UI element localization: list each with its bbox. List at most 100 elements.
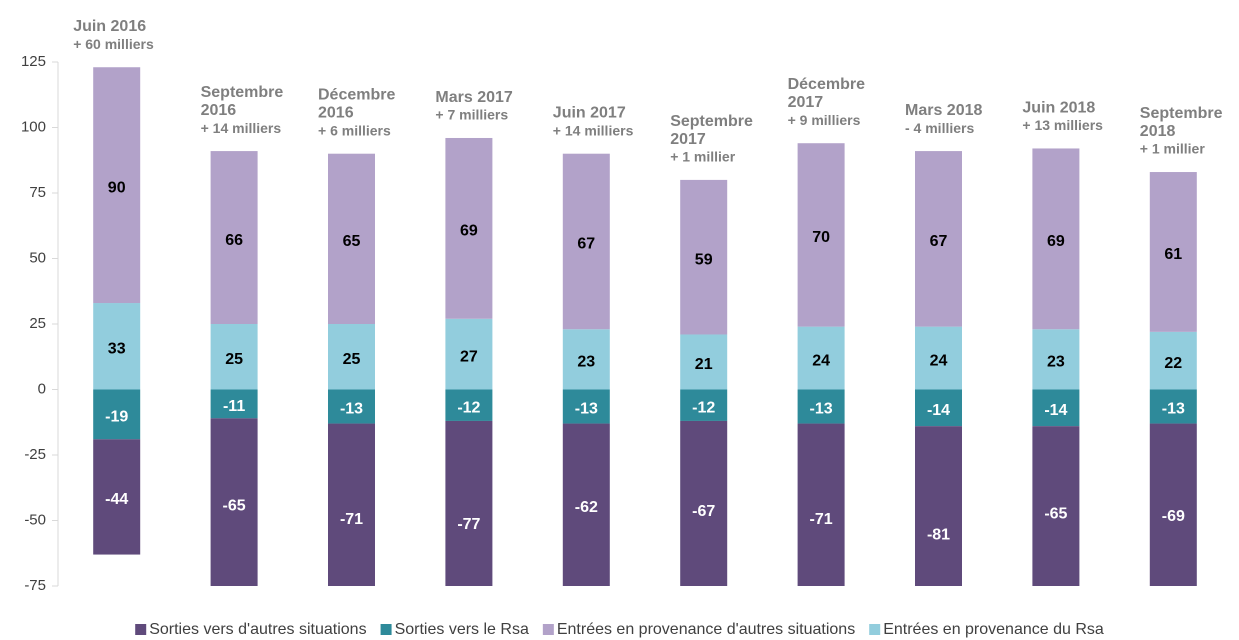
data-label: 23 <box>577 354 595 371</box>
bar-segment <box>210 389 258 419</box>
bar-segment <box>562 329 610 390</box>
bar-segment <box>445 137 493 319</box>
data-label: -44 <box>105 491 128 508</box>
legend-swatch <box>380 624 392 635</box>
bar-segment <box>915 426 962 586</box>
data-label: -62 <box>575 499 598 516</box>
annotation: + 14 milliers <box>553 122 634 138</box>
category-label: Juin 2016 <box>73 18 146 35</box>
bar-segment <box>210 324 258 390</box>
data-label: 70 <box>812 229 830 246</box>
y-tick-label: 125 <box>21 53 46 70</box>
bar-segment <box>915 151 962 327</box>
data-label: -13 <box>575 401 598 418</box>
data-label: -13 <box>1162 401 1185 418</box>
bar-segment <box>797 423 845 586</box>
bar-segment <box>680 179 728 335</box>
y-tick-label: -75 <box>24 577 46 594</box>
category-label: Juin 2018 <box>1022 100 1095 117</box>
data-label: -11 <box>223 398 245 415</box>
bar-segment <box>797 326 845 390</box>
bar-segment <box>1032 426 1080 586</box>
data-label: -71 <box>810 511 833 528</box>
y-tick-label: 100 <box>21 118 46 135</box>
data-label: 24 <box>930 352 948 369</box>
category-label: Septembre 2017 <box>670 113 753 148</box>
legend-label: Sorties vers d'autres situations <box>149 621 366 638</box>
annotation: + 7 milliers <box>435 107 508 123</box>
bar-segment <box>680 334 728 390</box>
bar-segment <box>328 423 375 586</box>
bar-segment <box>1032 329 1080 390</box>
bar-segment <box>1032 389 1080 427</box>
bar-segment <box>562 389 610 424</box>
data-label: -81 <box>927 527 950 544</box>
bar-segment <box>1149 172 1197 332</box>
annotation: + 1 millier <box>670 149 736 165</box>
data-label: 24 <box>812 352 830 369</box>
bar-segment <box>797 143 845 327</box>
bar-segment <box>562 153 610 330</box>
data-label: -65 <box>223 498 246 515</box>
bar-segment <box>445 420 493 586</box>
data-label: 22 <box>1164 355 1182 372</box>
data-label: 25 <box>225 351 243 368</box>
bar-segment <box>1032 148 1080 330</box>
category-label: Mars 2018 <box>905 102 982 119</box>
y-tick-label: -25 <box>24 446 46 463</box>
bar-segment <box>915 326 962 390</box>
annotation: + 9 milliers <box>788 112 861 128</box>
data-label: -19 <box>105 409 128 426</box>
category-label: Septembre 2016 <box>201 84 284 119</box>
legend-swatch <box>542 624 554 635</box>
y-tick-label: 25 <box>29 315 46 332</box>
bar-segment <box>93 389 141 440</box>
data-label: 25 <box>343 351 361 368</box>
bar-segment <box>915 389 962 427</box>
legend-label: Sorties vers le Rsa <box>395 621 529 638</box>
bar-segment <box>680 420 728 586</box>
legend-label: Entrées en provenance du Rsa <box>883 621 1104 638</box>
legend-swatch <box>135 624 147 635</box>
bar-segment <box>1149 331 1197 390</box>
bar-segment <box>328 389 375 424</box>
data-label: 59 <box>695 251 713 268</box>
data-label: 90 <box>108 179 126 196</box>
y-tick-label: 75 <box>29 184 46 201</box>
data-label: 69 <box>460 223 478 240</box>
data-label: 21 <box>695 356 713 373</box>
category-label: Décembre 2017 <box>788 76 865 111</box>
data-label: 65 <box>343 233 361 250</box>
data-label: -67 <box>692 503 715 520</box>
bar-segment <box>1149 389 1197 424</box>
data-label: -14 <box>1044 402 1067 419</box>
y-tick-label: 50 <box>29 249 46 266</box>
bar-segment <box>210 151 258 324</box>
data-label: -69 <box>1162 508 1185 525</box>
data-label: -12 <box>457 399 480 416</box>
data-label: 23 <box>1047 354 1065 371</box>
y-tick-label: -50 <box>24 511 46 528</box>
annotation: + 60 milliers <box>73 36 154 52</box>
annotation: - 4 milliers <box>905 120 974 136</box>
bar-segment <box>445 318 493 390</box>
annotation: + 6 milliers <box>318 122 391 138</box>
bar-segment <box>93 439 141 555</box>
bar-segment <box>1149 423 1197 586</box>
data-label: 61 <box>1164 246 1182 263</box>
annotation: + 13 milliers <box>1022 117 1103 133</box>
data-label: 67 <box>930 233 948 250</box>
category-label: Juin 2017 <box>553 105 626 122</box>
bar-segment <box>93 303 141 390</box>
legend-label: Entrées en provenance d'autres situation… <box>557 621 855 638</box>
plot-area <box>93 67 1197 586</box>
data-label: 27 <box>460 348 478 365</box>
category-label: Décembre 2016 <box>318 87 395 122</box>
data-label: -71 <box>340 511 363 528</box>
category-label: Mars 2017 <box>435 89 512 106</box>
bar-segment <box>445 389 493 421</box>
bar-segment <box>680 389 728 421</box>
data-label: -12 <box>692 399 715 416</box>
bar-segment <box>210 418 258 586</box>
